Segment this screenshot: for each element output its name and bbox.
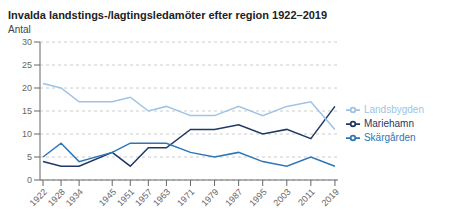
- html-text:Invalda landstings-/lagtingsle: Invalda landstings-/lagtingsledamöter ef…: [8, 9, 328, 21]
- svg-text:0: 0: [27, 175, 32, 185]
- svg-text:1957: 1957: [133, 187, 154, 208]
- svg-text:25: 25: [22, 60, 32, 70]
- html-text:Mariehamn: Mariehamn: [363, 117, 414, 129]
- svg-text:2011: 2011: [296, 187, 317, 208]
- svg-text:20: 20: [22, 83, 32, 93]
- svg-text:30: 30: [22, 37, 32, 47]
- svg-text:1934: 1934: [64, 187, 85, 208]
- svg-text:2019: 2019: [320, 187, 341, 208]
- svg-text:1945: 1945: [97, 187, 118, 208]
- svg-text:1971: 1971: [175, 187, 196, 208]
- svg-text:1979: 1979: [199, 187, 220, 208]
- svg-text:1928: 1928: [46, 187, 67, 208]
- svg-text:1987: 1987: [223, 187, 244, 208]
- svg-text:1995: 1995: [247, 187, 268, 208]
- svg-text:1951: 1951: [115, 187, 136, 208]
- html-text:Skärgården: Skärgården: [363, 131, 416, 143]
- svg-text:1922: 1922: [28, 187, 49, 208]
- svg-text:10: 10: [22, 129, 32, 139]
- svg-text:1963: 1963: [151, 187, 172, 208]
- html-text:Antal: Antal: [8, 24, 31, 35]
- svg-text:15: 15: [22, 106, 32, 116]
- svg-text:2003: 2003: [271, 187, 292, 208]
- html-text:Landsbygden: Landsbygden: [363, 103, 424, 115]
- svg-text:5: 5: [27, 152, 32, 162]
